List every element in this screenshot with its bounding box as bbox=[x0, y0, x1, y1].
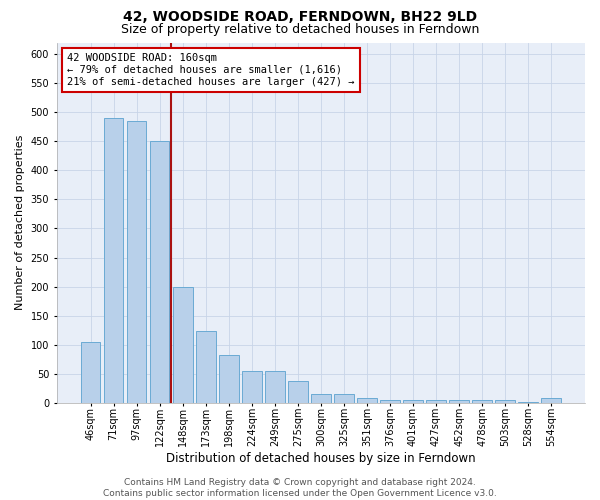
Text: 42 WOODSIDE ROAD: 160sqm
← 79% of detached houses are smaller (1,616)
21% of sem: 42 WOODSIDE ROAD: 160sqm ← 79% of detach… bbox=[67, 54, 355, 86]
Bar bbox=[81, 342, 100, 403]
Bar bbox=[334, 394, 354, 403]
Y-axis label: Number of detached properties: Number of detached properties bbox=[15, 135, 25, 310]
Bar bbox=[472, 400, 492, 403]
Bar bbox=[426, 400, 446, 403]
Bar bbox=[311, 394, 331, 403]
Bar bbox=[380, 400, 400, 403]
Bar bbox=[127, 121, 146, 403]
Bar bbox=[541, 398, 561, 403]
Bar bbox=[357, 398, 377, 403]
Text: Contains HM Land Registry data © Crown copyright and database right 2024.
Contai: Contains HM Land Registry data © Crown c… bbox=[103, 478, 497, 498]
Bar bbox=[219, 354, 239, 403]
Bar bbox=[496, 400, 515, 403]
Bar bbox=[242, 371, 262, 403]
Bar bbox=[150, 142, 169, 403]
Bar bbox=[173, 286, 193, 403]
Bar bbox=[265, 371, 284, 403]
Bar bbox=[288, 382, 308, 403]
Bar bbox=[104, 118, 124, 403]
X-axis label: Distribution of detached houses by size in Ferndown: Distribution of detached houses by size … bbox=[166, 452, 476, 465]
Text: Size of property relative to detached houses in Ferndown: Size of property relative to detached ho… bbox=[121, 22, 479, 36]
Text: 42, WOODSIDE ROAD, FERNDOWN, BH22 9LD: 42, WOODSIDE ROAD, FERNDOWN, BH22 9LD bbox=[123, 10, 477, 24]
Bar bbox=[403, 400, 423, 403]
Bar bbox=[196, 332, 215, 403]
Bar bbox=[449, 400, 469, 403]
Bar bbox=[518, 402, 538, 403]
